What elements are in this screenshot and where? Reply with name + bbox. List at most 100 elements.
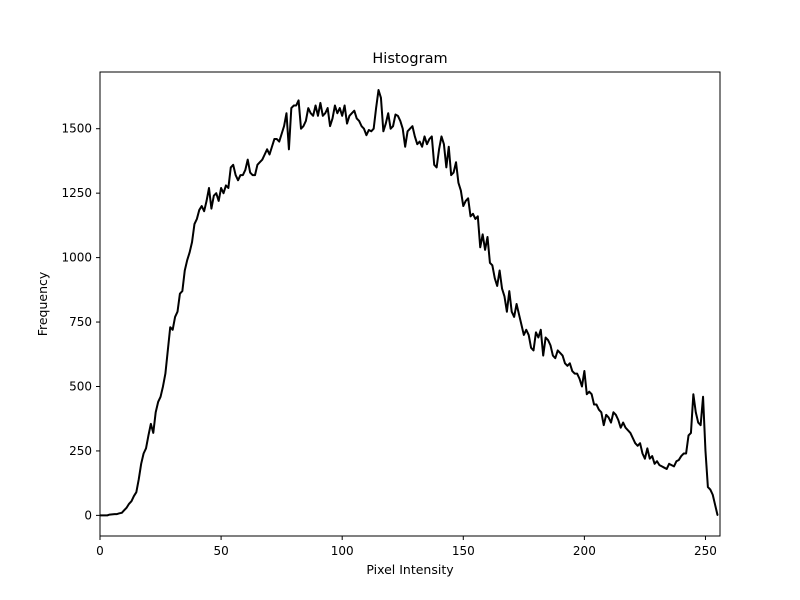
data-point: [331, 117, 334, 119]
data-point: [690, 432, 692, 434]
data-point: [588, 391, 590, 393]
data-point: [697, 421, 699, 424]
data-point: [283, 125, 285, 127]
data-point: [341, 115, 343, 117]
data-point: [661, 465, 663, 467]
data-point: [428, 138, 430, 140]
data-point: [351, 112, 353, 114]
data-point: [230, 166, 232, 168]
data-point: [237, 179, 239, 181]
data-point: [135, 491, 137, 493]
data-point: [627, 429, 629, 431]
data-point: [663, 467, 665, 469]
data-point: [499, 269, 501, 272]
data-point: [329, 125, 331, 127]
data-point: [695, 411, 697, 413]
data-point: [714, 504, 716, 506]
data-point: [554, 357, 556, 359]
data-point: [607, 416, 610, 419]
y-axis-label: Frequency: [35, 271, 50, 336]
data-point: [571, 370, 573, 372]
y-tick-label: 0: [84, 508, 92, 522]
y-tick-label: 1500: [61, 122, 92, 136]
data-point: [273, 138, 275, 140]
data-point: [368, 129, 370, 131]
data-point: [411, 125, 414, 127]
data-point: [191, 241, 193, 243]
data-point: [443, 143, 445, 145]
y-tick-label: 1250: [61, 186, 92, 200]
data-point: [462, 205, 464, 207]
data-point: [600, 411, 602, 413]
data-point: [324, 112, 326, 114]
data-point: [615, 414, 617, 416]
data-point: [239, 174, 242, 176]
data-point: [576, 373, 578, 375]
data-point: [358, 120, 360, 122]
data-point: [278, 141, 280, 143]
data-point: [402, 128, 404, 130]
data-point: [162, 385, 164, 388]
data-point: [297, 99, 300, 101]
data-point: [547, 339, 549, 341]
data-point: [215, 192, 217, 194]
data-point: [339, 107, 341, 109]
data-point: [583, 370, 585, 372]
data-point: [564, 362, 566, 364]
data-point: [167, 349, 169, 351]
y-tick-label: 500: [69, 379, 92, 393]
data-point: [285, 112, 288, 114]
plot-frame: [99, 71, 721, 537]
data-point: [295, 104, 297, 107]
data-point: [460, 189, 462, 192]
x-tick-label: 150: [452, 544, 475, 558]
data-point: [334, 104, 336, 107]
data-point: [147, 434, 150, 437]
data-point: [281, 133, 283, 135]
data-point: [620, 427, 622, 429]
data-point: [484, 249, 486, 251]
data-point: [511, 311, 513, 313]
data-point: [109, 514, 111, 516]
data-point: [404, 146, 406, 148]
data-point: [433, 164, 435, 166]
data-point: [494, 277, 496, 279]
data-point: [394, 113, 397, 116]
data-point: [503, 295, 506, 297]
data-point: [409, 128, 411, 130]
data-point: [469, 215, 472, 217]
data-point: [658, 464, 661, 466]
data-point: [123, 509, 125, 511]
data-point: [629, 432, 631, 434]
data-point: [598, 409, 600, 411]
data-point: [666, 468, 668, 470]
data-point: [535, 331, 537, 333]
data-point: [716, 514, 719, 516]
y-tick-label: 250: [69, 444, 92, 458]
data-point: [605, 414, 607, 416]
data-point: [208, 187, 210, 189]
data-point: [356, 117, 358, 119]
data-point: [174, 316, 176, 318]
data-point: [581, 385, 583, 388]
data-point: [399, 120, 401, 122]
x-tick-label: 250: [694, 544, 717, 558]
data-point: [344, 104, 346, 107]
data-point: [559, 352, 561, 354]
data-point: [193, 223, 196, 225]
data-point: [201, 205, 203, 207]
data-point: [172, 329, 174, 331]
data-point: [385, 122, 387, 125]
data-point: [651, 455, 653, 457]
data-point: [525, 329, 527, 331]
data-point: [288, 148, 290, 150]
data-point: [423, 135, 426, 138]
data-point: [348, 115, 351, 117]
data-point: [157, 401, 159, 403]
data-point: [232, 164, 234, 166]
data-point: [392, 125, 394, 127]
data-point: [377, 89, 380, 91]
data-point: [150, 423, 152, 425]
series-line: [100, 89, 719, 517]
data-point: [515, 303, 518, 305]
